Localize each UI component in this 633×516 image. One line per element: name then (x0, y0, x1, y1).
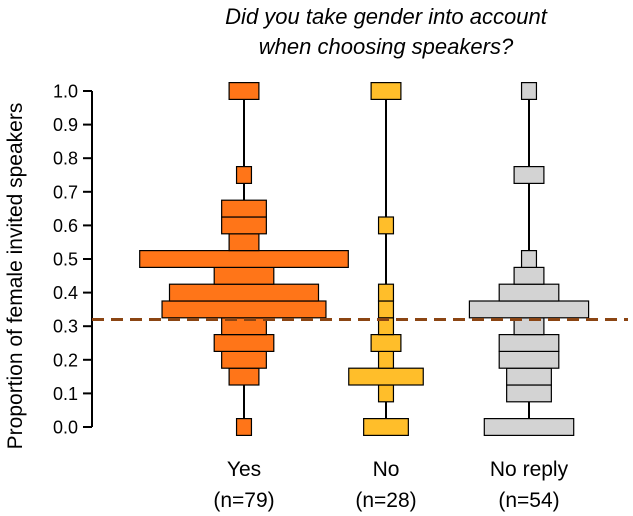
y-tick-label: 0.1 (53, 384, 78, 404)
y-tick-label: 0.2 (53, 350, 78, 370)
histogram-bar (498, 350, 560, 369)
y-tick-label: 0.8 (53, 149, 78, 169)
histogram-bar (228, 81, 260, 100)
histogram-bar (228, 233, 260, 252)
histogram-bar (139, 250, 349, 269)
y-axis: 0.0 0.1 0.2 0.3 0.4 0.5 0.6 0.7 0.8 0.9 1.0 (53, 82, 93, 438)
category-label: No reply (490, 458, 569, 481)
histogram-bar (498, 283, 560, 302)
y-tick-label: 0.5 (53, 250, 78, 270)
group-no (348, 81, 424, 437)
histogram-bar (235, 418, 253, 437)
histogram-bar (377, 283, 395, 302)
histogram-bar (228, 367, 260, 386)
histogram-bar (513, 166, 545, 185)
histogram-bar (377, 216, 395, 235)
y-axis-label: Proportion of female invited speakers (4, 103, 27, 450)
histogram-bar (221, 350, 267, 369)
category-labels: Yes (n=79) No (n=28) No reply (n=54) (213, 458, 568, 512)
histogram-bar (377, 300, 395, 319)
histogram-bar (468, 300, 590, 319)
histogram-bar (348, 367, 424, 386)
histogram-bar (506, 384, 552, 403)
histogram-bar (363, 418, 409, 437)
histogram-bar (221, 199, 267, 218)
category-count-label: (n=79) (213, 489, 274, 512)
y-tick-label: 0.3 (53, 317, 78, 337)
histogram-bar (513, 266, 545, 285)
category-label: No (373, 458, 400, 481)
histogram-bar (520, 250, 538, 269)
histogram-bar (221, 216, 267, 235)
category-label: Yes (227, 458, 261, 481)
y-tick-label: 0.0 (53, 418, 78, 438)
histogram-bar (168, 283, 320, 302)
y-tick-label: 0.4 (53, 283, 78, 303)
histogram-bar (377, 384, 395, 403)
histogram-bar (483, 418, 575, 437)
group-yes (139, 81, 349, 437)
histogram-bar (235, 166, 253, 185)
y-tick-label: 1.0 (53, 82, 78, 102)
chart-title-line-2: when choosing speakers? (259, 34, 514, 59)
group-no-reply (468, 81, 590, 437)
groups (139, 81, 590, 437)
histogram-bar (520, 81, 538, 100)
histogram-bar (213, 334, 275, 353)
histogram-bar (370, 334, 402, 353)
y-tick-label: 0.9 (53, 115, 78, 135)
y-tick-label: 0.7 (53, 182, 78, 202)
histogram-bar (498, 334, 560, 353)
category-count-label: (n=28) (355, 489, 416, 512)
histogram-bar (213, 266, 275, 285)
histogram-bar (370, 81, 402, 100)
y-tick-label: 0.6 (53, 216, 78, 236)
category-count-label: (n=54) (498, 489, 559, 512)
chart-title-line-1: Did you take gender into account (225, 4, 548, 29)
histogram-bar (161, 300, 327, 319)
histogram-bar (377, 350, 395, 369)
histogram-bar (506, 367, 552, 386)
